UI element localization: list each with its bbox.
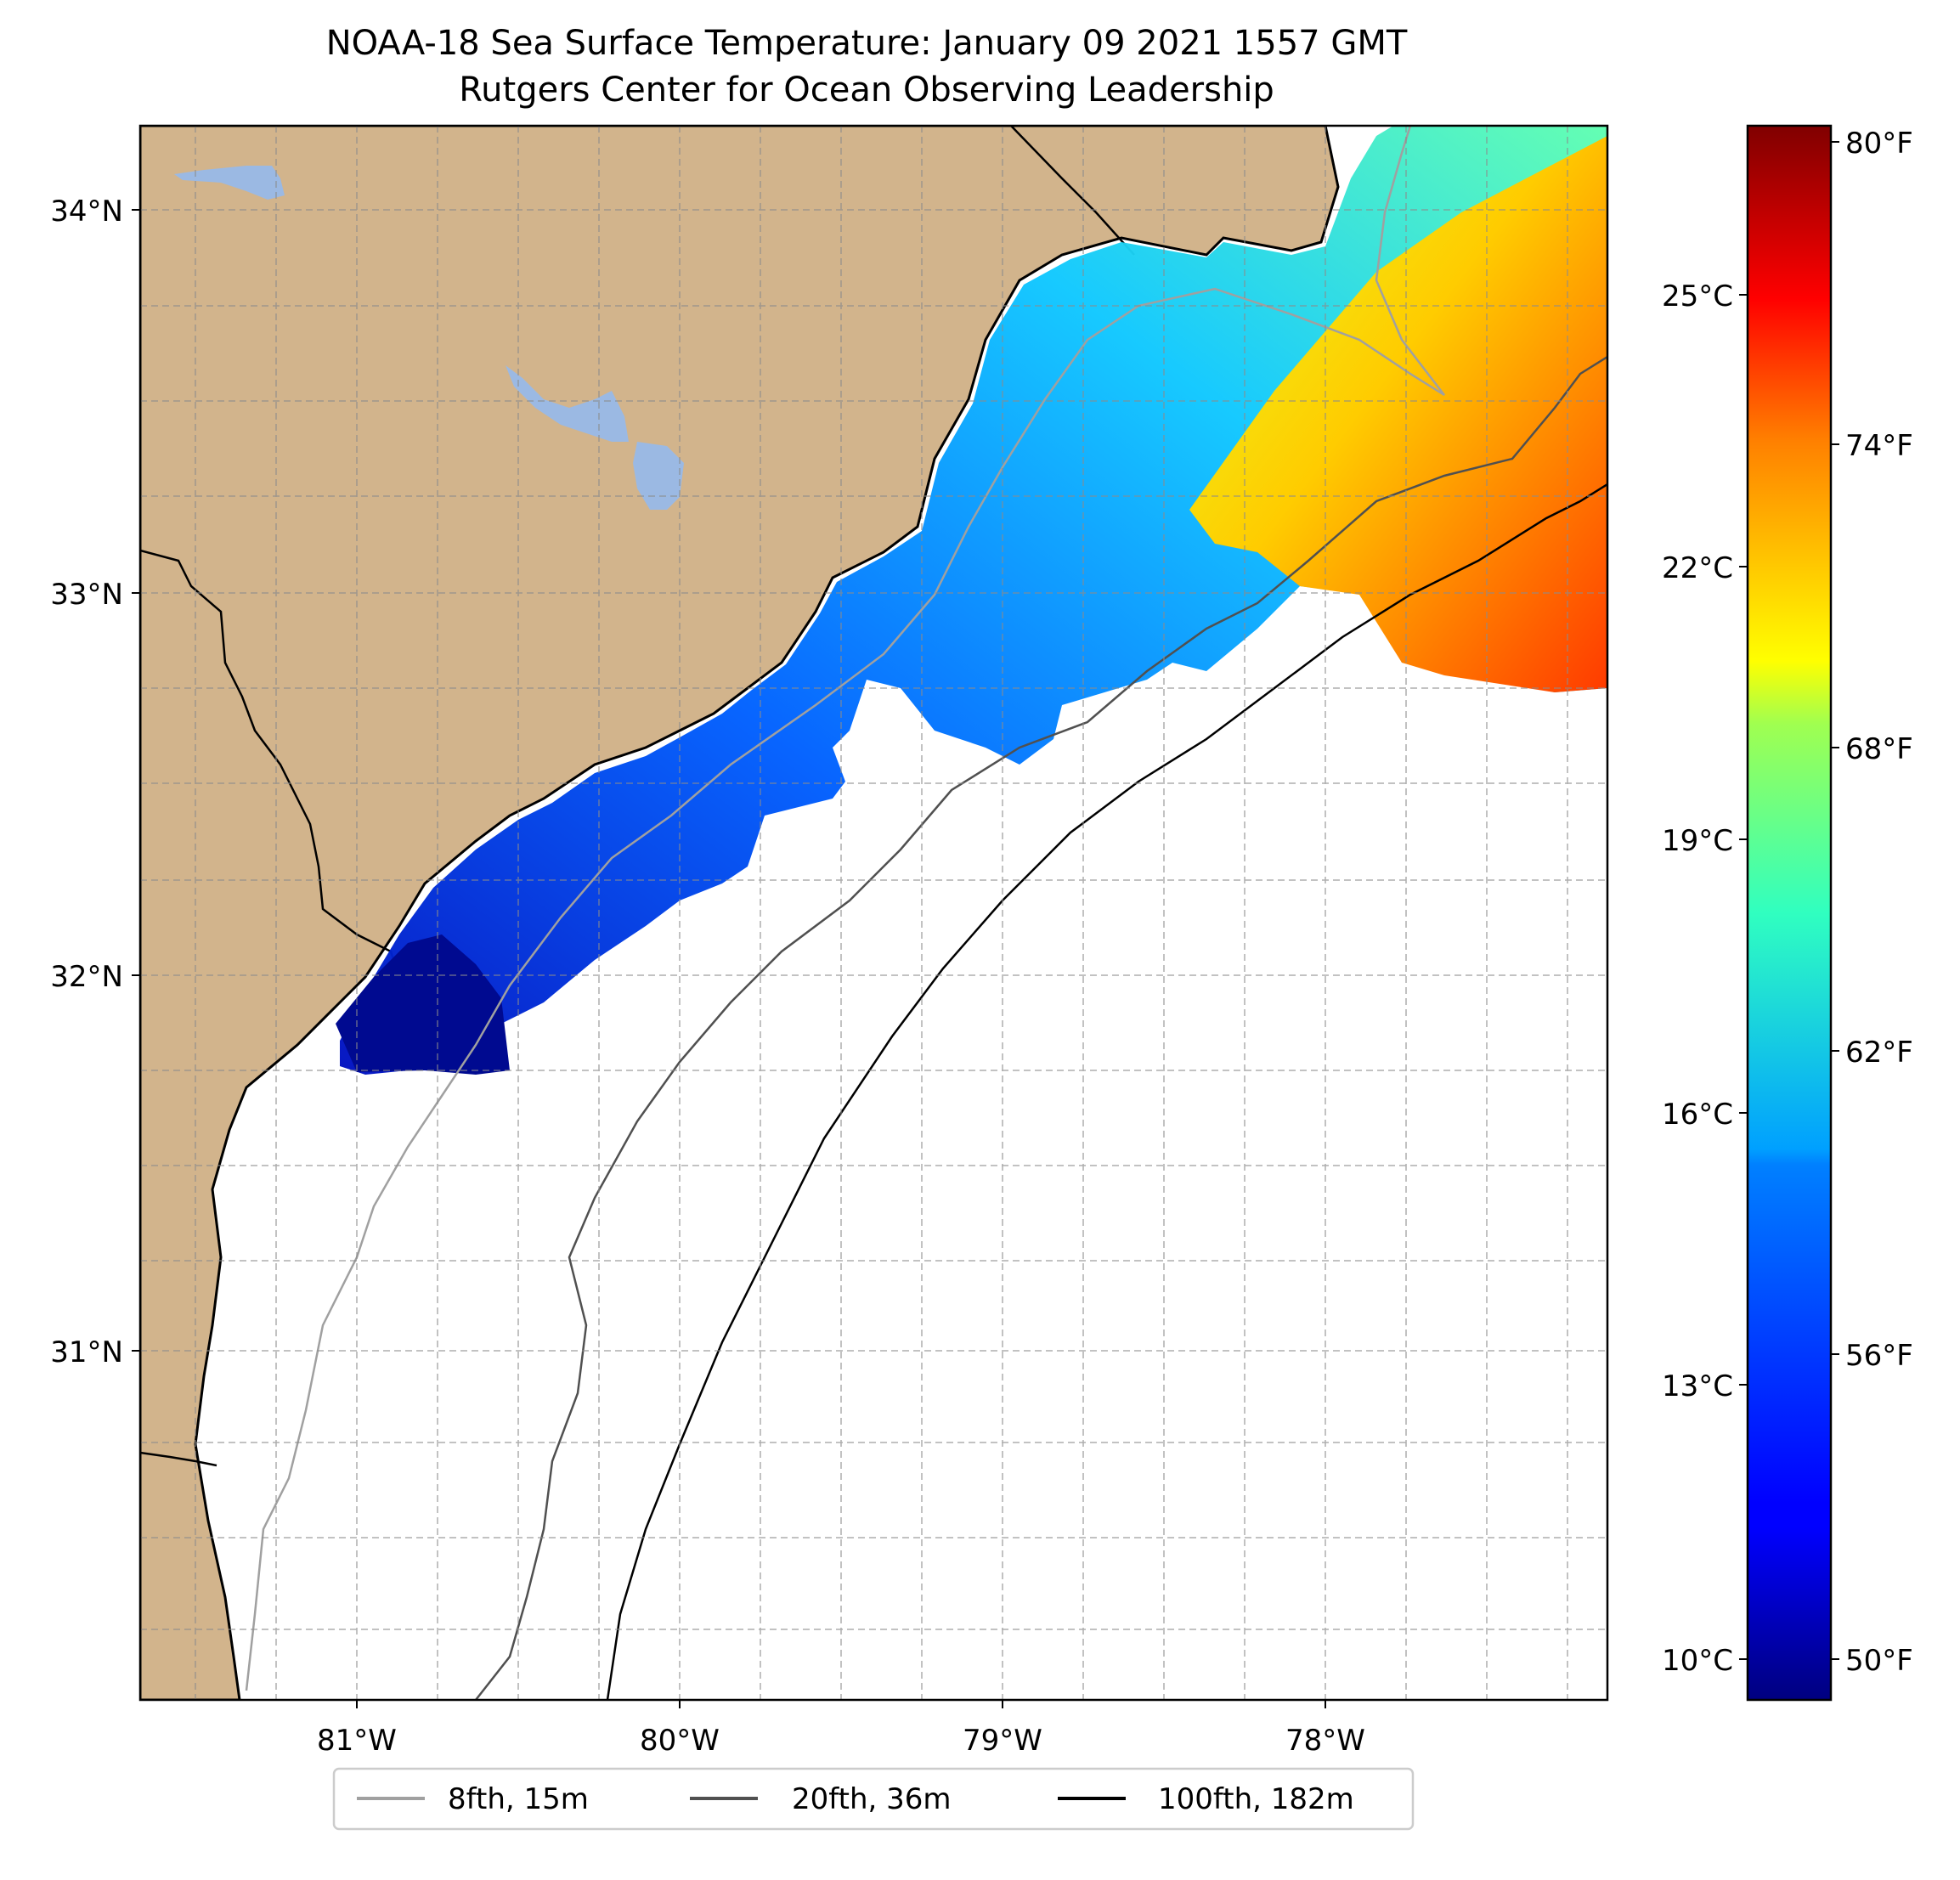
lat-label-32n: 32°N	[50, 960, 123, 994]
lon-label-78w: 78°W	[1285, 1724, 1365, 1758]
colorbar	[1746, 124, 1833, 1702]
legend-label-8fth: 8fth, 15m	[448, 1782, 589, 1816]
colorbar-f-50: 50°F	[1845, 1644, 1913, 1678]
colorbar-c-10: 10°C	[1662, 1644, 1733, 1678]
lat-label-31n: 31°N	[50, 1335, 123, 1369]
lon-label-80w: 80°W	[640, 1724, 720, 1758]
colorbar-c-16: 16°C	[1662, 1098, 1733, 1132]
colorbar-c-25: 25°C	[1662, 279, 1733, 313]
colorbar-f-68: 68°F	[1845, 732, 1913, 766]
lat-label-33n: 33°N	[50, 578, 123, 612]
sst-swath-cool	[340, 126, 1607, 1075]
state-border-sc-ga	[140, 549, 401, 978]
contour-8fth	[245, 126, 1445, 1691]
lon-label-81w: 81°W	[317, 1724, 397, 1758]
contour-100fth	[606, 483, 1607, 1700]
colorbar-c-19: 19°C	[1662, 824, 1733, 858]
colorbar-f-62: 62°F	[1845, 1036, 1913, 1070]
title-line-2: Rutgers Center for Ocean Observing Leade…	[459, 71, 1274, 110]
state-border-nc-sc	[1010, 126, 1135, 256]
lake-moultrie	[633, 442, 684, 510]
lake-marion	[506, 365, 629, 442]
colorbar-c-22: 22°C	[1662, 551, 1733, 585]
colorbar-ticks	[1739, 141, 1839, 1660]
colorbar-c-13: 13°C	[1662, 1369, 1733, 1403]
legend-label-20fth: 20fth, 36m	[792, 1782, 952, 1816]
legend: 8fth, 15m 20fth, 36m 100fth, 182m	[332, 1767, 1415, 1831]
sst-swath-cold-inshore	[336, 934, 510, 1075]
lon-label-79w: 79°W	[963, 1724, 1042, 1758]
colorbar-f-80: 80°F	[1845, 127, 1913, 161]
map-frame	[138, 124, 1609, 1702]
colorbar-f-56: 56°F	[1845, 1339, 1913, 1373]
lake-north	[174, 166, 285, 200]
contour-20fth	[475, 355, 1607, 1700]
lat-label-34n: 34°N	[50, 195, 123, 229]
map-area	[140, 126, 1607, 1700]
state-border-ga-fl	[140, 1451, 217, 1467]
longitude-ticks	[356, 1700, 1326, 1708]
latitude-ticks	[132, 209, 140, 1352]
colorbar-f-74: 74°F	[1845, 429, 1913, 463]
legend-label-100fth: 100fth, 182m	[1158, 1782, 1354, 1816]
sst-swath-warm	[1189, 136, 1607, 692]
legend-box	[332, 1767, 1415, 1831]
title-line-1: NOAA-18 Sea Surface Temperature: January…	[326, 24, 1408, 63]
gridlines	[140, 126, 1607, 1700]
land-mass	[140, 126, 1340, 1700]
